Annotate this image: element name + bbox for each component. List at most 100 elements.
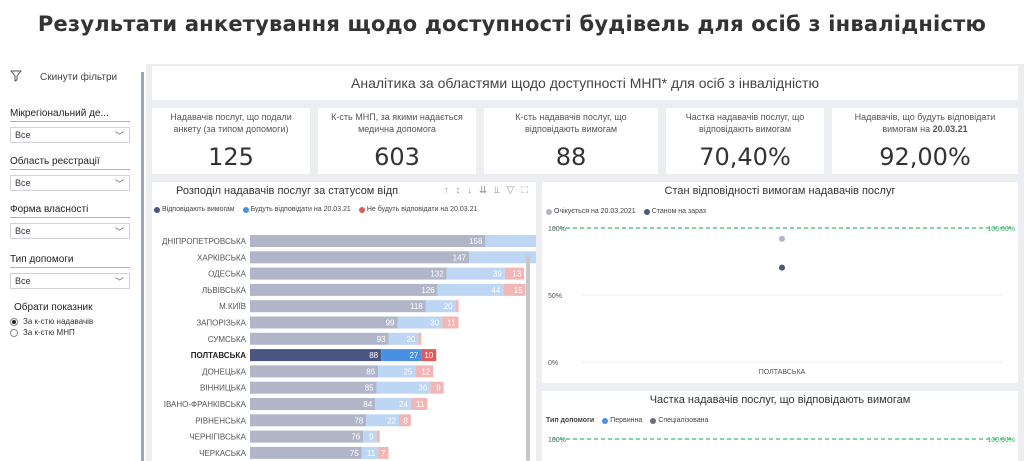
bar-segment: [381, 349, 422, 362]
visual-toolbar[interactable]: ↑ ↕ ↓ ⇊ ⫫ ▽ ⛶: [443, 185, 530, 196]
scatter-point: [779, 264, 785, 271]
legend-item[interactable]: Станом на зараз: [643, 208, 706, 215]
kpi-label: Частка надавачів послуг, що відповідають…: [685, 112, 805, 134]
legend-dot-icon: [602, 417, 609, 424]
kpi-label-date: 20.03.21: [932, 124, 968, 134]
data-label: 85: [365, 384, 374, 393]
bar-chart-svg: ДНІПРОПЕТРОВСЬКА1586721ХАРКІВСЬКА1475912…: [162, 235, 536, 459]
legend-item[interactable]: Не будуть відповідати на 20.03.21: [358, 206, 477, 213]
bar-segment: [418, 332, 422, 345]
bar-segment: [455, 300, 459, 313]
data-label: 30: [430, 319, 439, 328]
bar-segment: [366, 414, 399, 427]
legend-title: Тип допомоги: [546, 417, 595, 424]
legend-item[interactable]: Будуть відповідати на 20.03.21: [242, 206, 351, 213]
bar-segment: [469, 251, 536, 264]
reference-line-label: 100,00%: [987, 437, 1015, 444]
category-label: РІВНЕНСЬКА: [195, 416, 246, 425]
category-label: ЛЬВІВСЬКА: [202, 286, 247, 295]
scatter-point: [779, 235, 785, 242]
chart-title: Стан відповідності вимогам надавачів пос…: [664, 185, 896, 197]
legend-item[interactable]: Первинна: [602, 417, 642, 424]
category-label: ДНІПРОПЕТРОВСЬКА: [162, 237, 247, 246]
data-label: 10: [424, 351, 433, 360]
chart-title: Частка надавачів послуг, що відповідають…: [649, 394, 911, 406]
legend-label: Очікується на 20.03.2021: [554, 208, 636, 215]
bar-segment: [250, 251, 470, 264]
bar-segment: [397, 316, 443, 329]
chart-legend: Тип допомоги Первинна Спеціалізована: [546, 417, 708, 424]
bar-segment: [375, 398, 411, 410]
chevron-down-icon: ﹀: [114, 227, 124, 237]
bar-segment: [250, 283, 438, 296]
bar-segment: [376, 430, 380, 443]
bar-segment: [250, 365, 379, 378]
bar-segment: [376, 381, 431, 394]
data-label: 86: [366, 367, 375, 376]
legend-item[interactable]: Спеціалізована: [650, 417, 708, 424]
kpi-card-providers: Надавачів послуг, що подали анкету (за т…: [152, 108, 310, 174]
radio-selected[interactable]: [10, 317, 18, 326]
kpi-card-mnp: К-сть МНП, за якими надається медична до…: [318, 108, 476, 174]
chart-scrollbar[interactable]: [526, 255, 530, 461]
data-label: 88: [369, 351, 378, 360]
compliance-share-chart: Частка надавачів послуг, що відповідають…: [542, 391, 1018, 461]
measure-option-providers[interactable]: За к-стю надавачів: [10, 317, 135, 326]
category-label: СУМСЬКА: [208, 335, 247, 344]
y-tick-label: 100%: [548, 437, 566, 444]
bar-segment: [415, 365, 434, 378]
category-label: М.КИЇВ: [219, 302, 246, 311]
legend-item[interactable]: Очікується на 20.03.2021: [546, 208, 636, 215]
kpi-card-future-share: Надавачів, що будуть відповідати вимогам…: [832, 108, 1018, 174]
slicer-title: Форма власності: [10, 204, 130, 218]
data-label: 126: [421, 286, 435, 295]
sidebar-divider: [141, 72, 144, 461]
data-label: 20: [406, 335, 415, 344]
kpi-label: Надавачів послуг, що подали анкету (за т…: [170, 112, 292, 134]
legend-dot-icon: [643, 208, 650, 215]
kpi-value: 125: [208, 143, 254, 171]
slicer-microregion: Мікрегіональний де... Все ﹀: [10, 108, 130, 143]
line-chart-svg: 100% 100,00%: [548, 437, 1015, 444]
kpi-value: 603: [374, 143, 420, 171]
bar-segment: [250, 349, 382, 362]
legend-label: Відповідають вимогам: [162, 206, 235, 213]
status-distribution-chart: Розподіл надавачів послуг за статусом ві…: [152, 182, 536, 461]
measure-option-label: За к-стю МНП: [23, 328, 75, 337]
slicer-dropdown[interactable]: Все ﹀: [10, 127, 130, 143]
slicer-ownership: Форма власності Все ﹀: [10, 204, 130, 239]
measure-selector: Обрати показник За к-стю надавачів За к-…: [10, 302, 135, 339]
bar-segment: [388, 332, 419, 345]
category-label: ХАРКІВСЬКА: [197, 253, 247, 262]
bar-segment: [250, 398, 376, 410]
reset-filters-button[interactable]: Скинути фільтри: [9, 70, 117, 85]
bar-segment: [250, 235, 486, 247]
scatter-chart-svg: 0% 50% 100% 100,00% ПОЛТАВСЬКА: [548, 226, 1015, 376]
slicer-dropdown[interactable]: Все ﹀: [10, 273, 130, 289]
slicer-dropdown[interactable]: Все ﹀: [10, 175, 130, 191]
data-label: 36: [418, 384, 427, 393]
analytics-banner: Аналітика за областями щодо доступності …: [152, 66, 1018, 100]
data-label: 75: [350, 449, 359, 458]
kpi-value: 70,40%: [699, 143, 791, 171]
measure-option-mnp[interactable]: За к-стю МНП: [10, 328, 135, 337]
slicer-title: Тип допомоги: [10, 254, 130, 268]
slicer-value: Все: [15, 178, 31, 188]
y-tick-label: 50%: [548, 293, 562, 300]
slicer-dropdown[interactable]: Все ﹀: [10, 223, 130, 239]
data-label: 84: [363, 400, 372, 409]
slicer-aid-type: Тип допомоги Все ﹀: [10, 254, 130, 289]
category-label: ІВАНО-ФРАНКІВСЬКА: [164, 400, 247, 409]
data-label: 9: [369, 433, 374, 442]
legend-item[interactable]: Відповідають вимогам: [154, 206, 235, 213]
data-label: 8: [403, 416, 408, 425]
bar-segment: [250, 446, 362, 459]
radio-unselected[interactable]: [10, 328, 18, 337]
y-tick-label: 100%: [548, 226, 566, 233]
kpi-value: 92,00%: [879, 143, 971, 171]
category-label: ЗАПОРІЗЬКА: [196, 319, 246, 328]
slicer-value: Все: [15, 226, 31, 236]
measure-option-label: За к-стю надавачів: [23, 317, 94, 326]
legend-dot-icon: [650, 417, 657, 424]
legend-dot-icon: [546, 208, 552, 215]
